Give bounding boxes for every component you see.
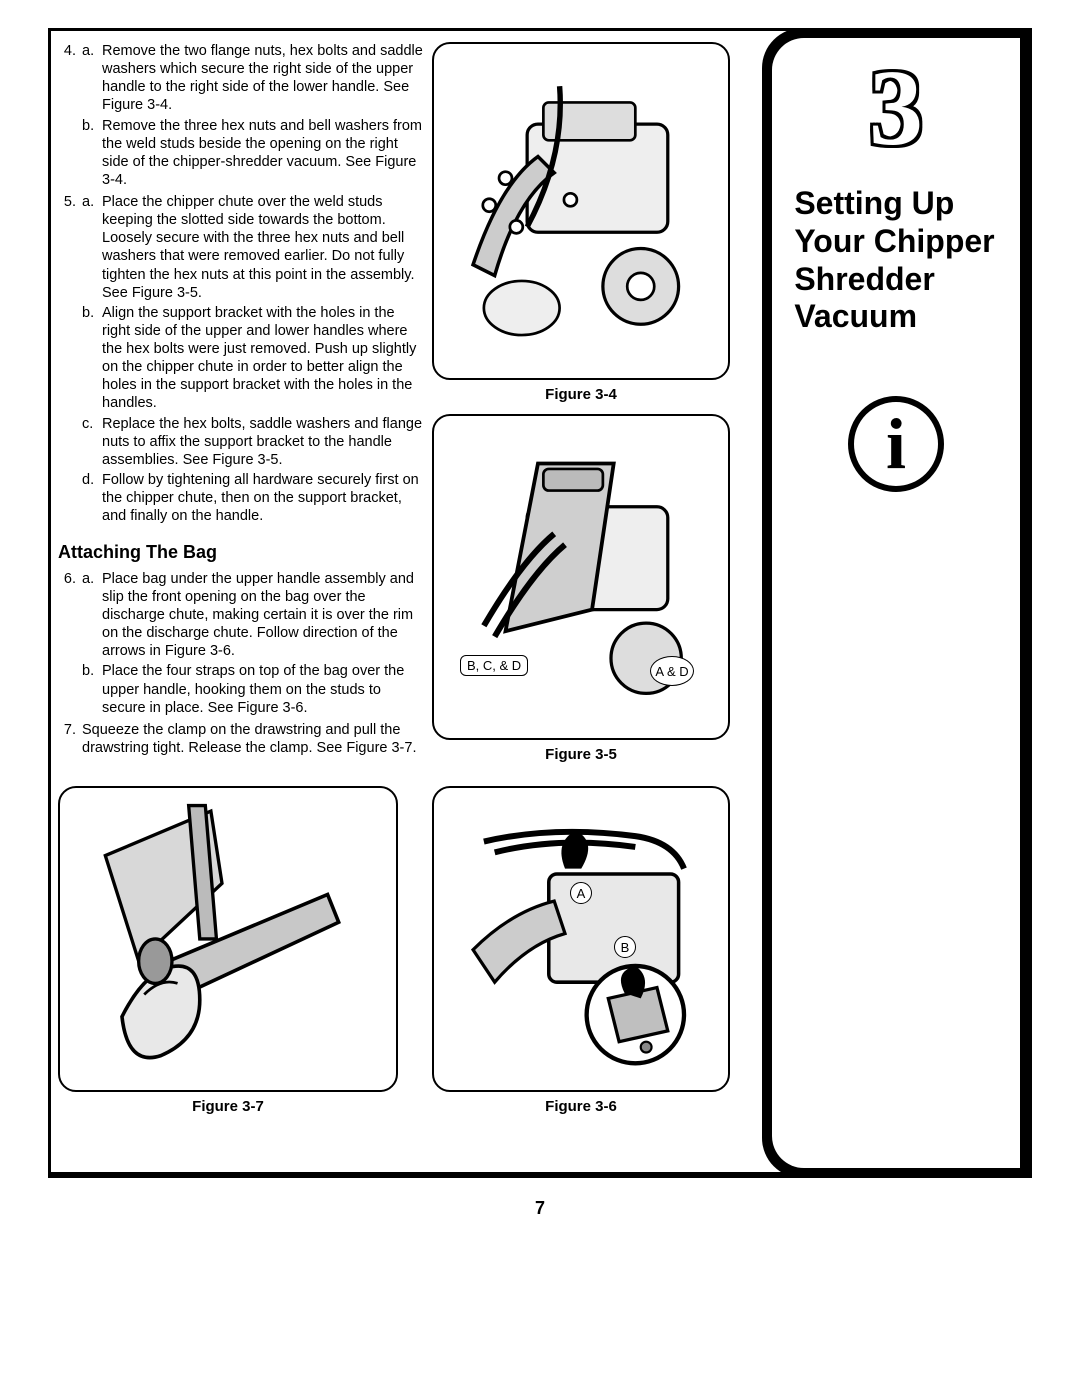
callout-a: A [570, 882, 592, 904]
chapter-number: 3 [869, 60, 923, 157]
step-text: Remove the three hex nuts and bell washe… [102, 117, 423, 190]
step-text: Align the support bracket with the holes… [102, 304, 423, 413]
section-tab-inner: 3 Setting Up Your Chipper Shredder Vacuu… [772, 38, 1020, 1168]
page-number: 7 [0, 1198, 1080, 1219]
figure-3-5-label: Figure 3-5 [432, 746, 730, 763]
section-tab: 3 Setting Up Your Chipper Shredder Vacuu… [762, 28, 1032, 1178]
info-icon-glyph: i [886, 408, 906, 480]
step-text: Place the chipper chute over the weld st… [102, 193, 423, 302]
step-number: 4. [58, 42, 82, 191]
figure-3-6-illustration [446, 800, 716, 1078]
sub-letter: a. [82, 193, 102, 302]
step-5: 5. a. Place the chipper chute over the w… [58, 193, 423, 527]
figure-3-5: B, C, & D A & D [432, 414, 730, 740]
step-number: 5. [58, 193, 82, 527]
sub-letter: b. [82, 117, 102, 190]
instructions-list: 4. a. Remove the two flange nuts, hex bo… [58, 42, 423, 757]
figure-3-6: A B [432, 786, 730, 1092]
step-4a: 4. a. Remove the two flange nuts, hex bo… [58, 42, 423, 191]
figure-3-4-illustration [446, 57, 716, 364]
section-title: Setting Up Your Chipper Shredder Vacuum [794, 185, 997, 336]
step-text: Replace the hex bolts, saddle washers an… [102, 415, 423, 469]
callout-bcd: B, C, & D [460, 655, 528, 676]
step-text: Squeeze the clamp on the drawstring and … [82, 721, 423, 757]
heading-attaching-bag: Attaching The Bag [58, 541, 423, 564]
step-text: Place the four straps on top of the bag … [102, 662, 423, 716]
step-7: 7. Squeeze the clamp on the drawstring a… [58, 721, 423, 757]
step-text: Place bag under the upper handle assembl… [102, 570, 423, 661]
sub-letter: b. [82, 662, 102, 716]
step-text: Follow by tightening all hardware secure… [102, 471, 423, 525]
figure-3-4 [432, 42, 730, 380]
step-number: 6. [58, 570, 82, 719]
sub-letter: b. [82, 304, 102, 413]
sub-letter: a. [82, 570, 102, 661]
sub-letter: c. [82, 415, 102, 469]
figure-3-7-label: Figure 3-7 [58, 1098, 398, 1115]
figure-3-6-label: Figure 3-6 [432, 1098, 730, 1115]
figure-3-4-label: Figure 3-4 [432, 386, 730, 403]
sub-letter: a. [82, 42, 102, 115]
callout-ad: A & D [650, 656, 694, 686]
callout-b: B [614, 936, 636, 958]
info-icon: i [848, 396, 944, 492]
figure-3-7-illustration [73, 800, 382, 1078]
step-number: 7. [58, 721, 82, 757]
figure-3-7 [58, 786, 398, 1092]
step-text: Remove the two flange nuts, hex bolts an… [102, 42, 423, 115]
sub-letter: d. [82, 471, 102, 525]
step-6: 6. a. Place bag under the upper handle a… [58, 570, 423, 719]
